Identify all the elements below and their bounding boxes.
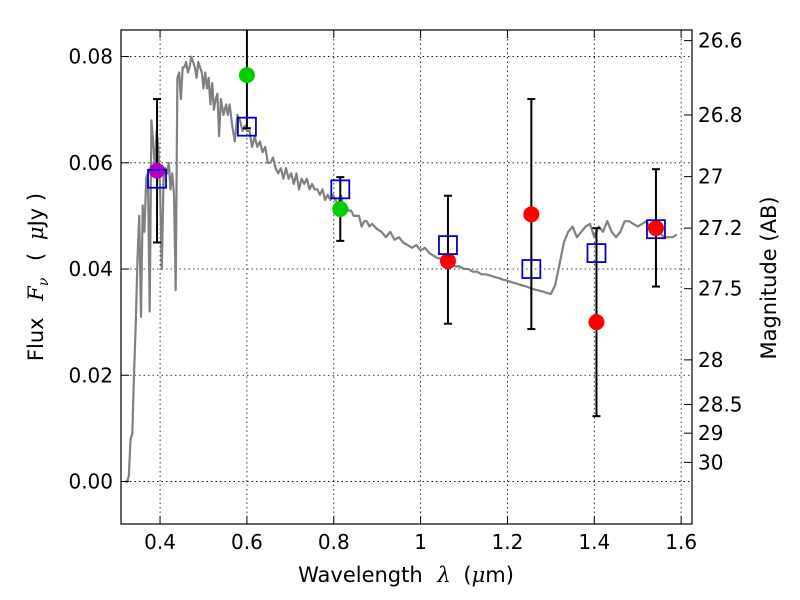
magnitude-tick-label: 26.8 [698,103,743,127]
x-axis-label-unit-mu: μ [472,563,486,587]
x-tick-label: 0.4 [144,530,176,554]
observed-point [332,201,349,218]
observed-point [149,162,166,179]
spectrum-line [125,55,678,483]
magnitude-axis-ticks: 26.6 26.8 27 27.2 27.5 28 28.5 29 30 [684,29,743,474]
y-tick-label: 0.02 [68,363,113,387]
magnitude-tick-label: 28 [698,348,723,372]
magnitude-tick-label: 26.6 [698,29,743,53]
observed-point [647,220,664,237]
y-axis-label-unit-close: Jy ) [24,193,48,229]
x-axis-label: Wavelength λ (μm) [298,563,514,587]
y-axis-label-symbol: F [24,285,48,302]
x-tick-label: 0.8 [318,530,350,554]
x-tick-label: 0.6 [231,530,263,554]
x-tick-label: 1.4 [578,530,610,554]
magnitude-tick-label: 30 [698,450,723,474]
observed-point [523,206,540,223]
x-tick-label: 1 [414,530,427,554]
magnitude-tick-label: 27 [698,165,723,189]
magnitude-tick-label: 28.5 [698,392,743,416]
magnitude-tick-label: 27.5 [698,277,743,301]
model-point [646,219,666,240]
y-axis-ticks: 0.00 0.02 0.04 0.06 0.08 [68,45,129,494]
x-axis-label-unit-open: ( [463,563,471,587]
model-point [147,168,167,189]
x-axis-label-symbol: λ [436,563,450,587]
plot-frame [120,29,693,525]
x-tick-label: 1.2 [492,530,524,554]
x-axis-label-unit-close: m) [485,563,514,587]
x-axis-ticks: 0.4 0.6 0.8 1 1.2 1.4 1.6 [144,30,697,554]
x-axis-label-prefix: Wavelength [298,563,423,587]
observed-points [149,67,664,331]
model-point [438,235,458,256]
magnitude-axis-label: Magnitude (AB) [757,196,781,359]
magnitude-tick-label: 27.2 [698,216,743,240]
y-axis-label-unit-mu: μ [24,226,48,240]
y-tick-label: 0.00 [68,470,113,494]
observed-point [588,314,605,331]
y-axis-label-sub: ν [36,277,52,286]
observed-point [439,253,456,270]
model-points [147,116,666,279]
model-point [330,179,351,200]
template-spectrum [125,55,678,483]
y-tick-label: 0.04 [68,257,113,281]
model-point [237,116,257,137]
observed-point [238,67,255,84]
y-tick-label: 0.08 [68,45,113,69]
model-point [586,243,607,263]
y-axis-label-prefix: Flux [24,317,48,361]
model-point [521,259,542,279]
x-tick-label: 1.6 [665,530,697,554]
y-axis-label-unit-open: ( [24,253,48,261]
y-axis-label: Flux Fν ( μJy ) [24,193,53,361]
y-tick-label: 0.06 [68,151,113,175]
magnitude-tick-label: 29 [698,421,723,445]
